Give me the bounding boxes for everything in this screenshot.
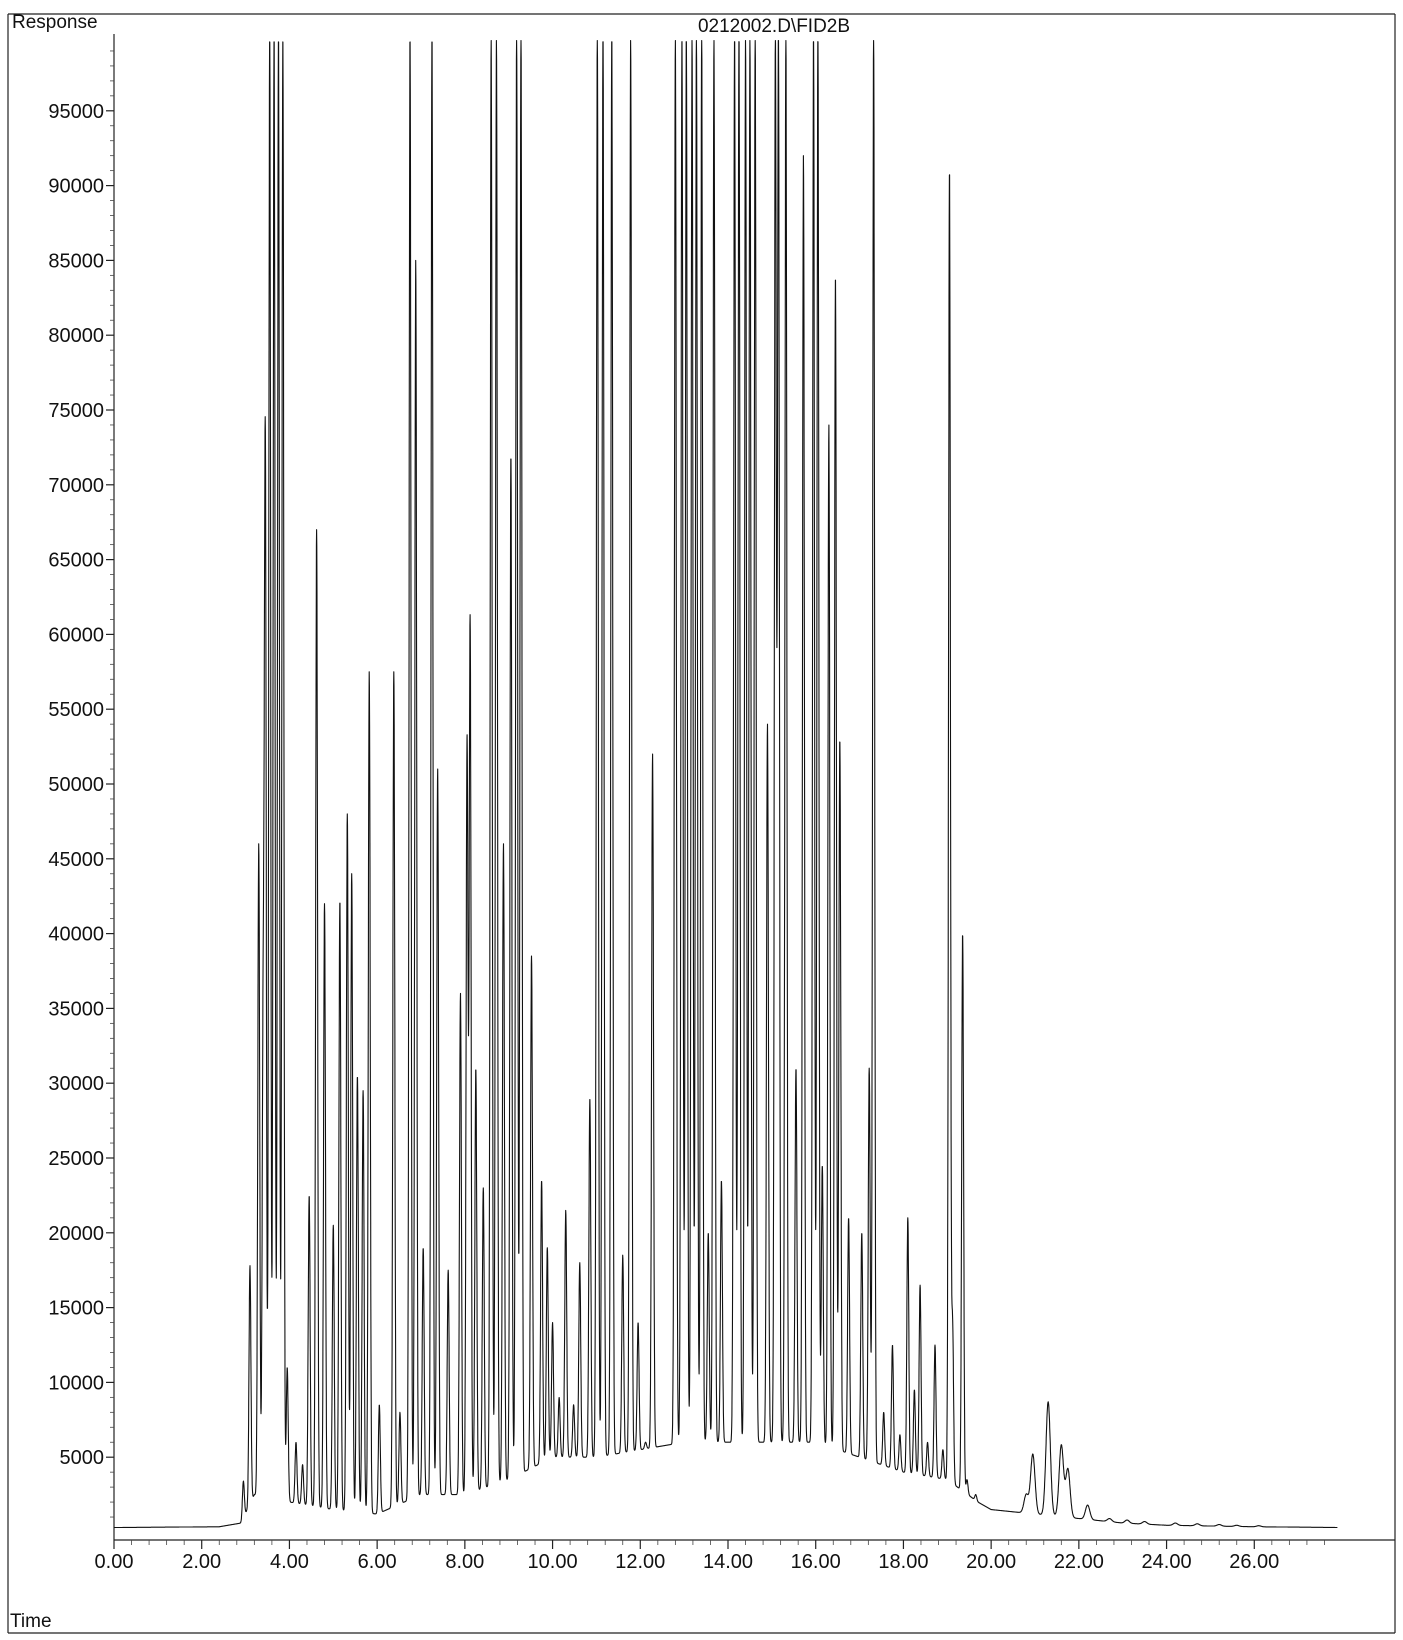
y-tick-label: 55000 (48, 699, 104, 721)
y-axis: 5000 10000 15000 20000 25000 30000 35000 40000 4… (48, 50, 114, 1518)
x-tick-label: 6.00 (358, 1551, 397, 1573)
y-tick-label: 50000 (48, 774, 104, 796)
x-tick-label: 16.00 (791, 1551, 841, 1573)
y-axis-title: Response (12, 12, 98, 33)
plot-frame (7, 13, 1396, 1634)
x-tick-label: 22.00 (1054, 1551, 1104, 1573)
x-axis: 0.00 2.00 4.00 6.00 8.00 10.00 12.00 14.00 16.00… (95, 1540, 1325, 1573)
y-tick-label: 35000 (48, 998, 104, 1020)
x-tick-label: 20.00 (966, 1551, 1016, 1573)
x-tick-label: 10.00 (528, 1551, 578, 1573)
y-tick-label: 80000 (48, 325, 104, 347)
x-tick-label: 26.00 (1229, 1551, 1279, 1573)
x-tick-label: 14.00 (703, 1551, 753, 1573)
y-tick-label: 70000 (48, 475, 104, 497)
x-tick-label: 8.00 (445, 1551, 484, 1573)
y-tick-label: 20000 (48, 1223, 104, 1245)
x-tick-label: 18.00 (878, 1551, 928, 1573)
x-tick-label: 2.00 (182, 1551, 221, 1573)
y-tick-label: 5000 (60, 1447, 105, 1469)
x-axis-title: Time (10, 1611, 52, 1632)
x-tick-label: 24.00 (1142, 1551, 1192, 1573)
y-tick-label: 15000 (48, 1298, 104, 1320)
x-tick-label: 12.00 (615, 1551, 665, 1573)
chromatogram-line (113, 39, 1338, 1529)
chart-title: 0212002.D\FID2B (698, 16, 850, 37)
y-tick-label: 90000 (48, 176, 104, 198)
y-tick-label: 45000 (48, 849, 104, 871)
y-tick-label: 25000 (48, 1148, 104, 1170)
y-tick-label: 95000 (48, 101, 104, 123)
y-tick-label: 30000 (48, 1073, 104, 1095)
y-tick-label: 60000 (48, 624, 104, 646)
y-tick-label: 65000 (48, 550, 104, 572)
y-tick-label: 75000 (48, 400, 104, 422)
y-tick-label: 85000 (48, 250, 104, 272)
x-tick-label: 4.00 (270, 1551, 309, 1573)
y-tick-label: 40000 (48, 924, 104, 946)
x-tick-label: 0.00 (95, 1551, 134, 1573)
signal-trace (113, 39, 1338, 1529)
y-tick-label: 10000 (48, 1372, 104, 1394)
